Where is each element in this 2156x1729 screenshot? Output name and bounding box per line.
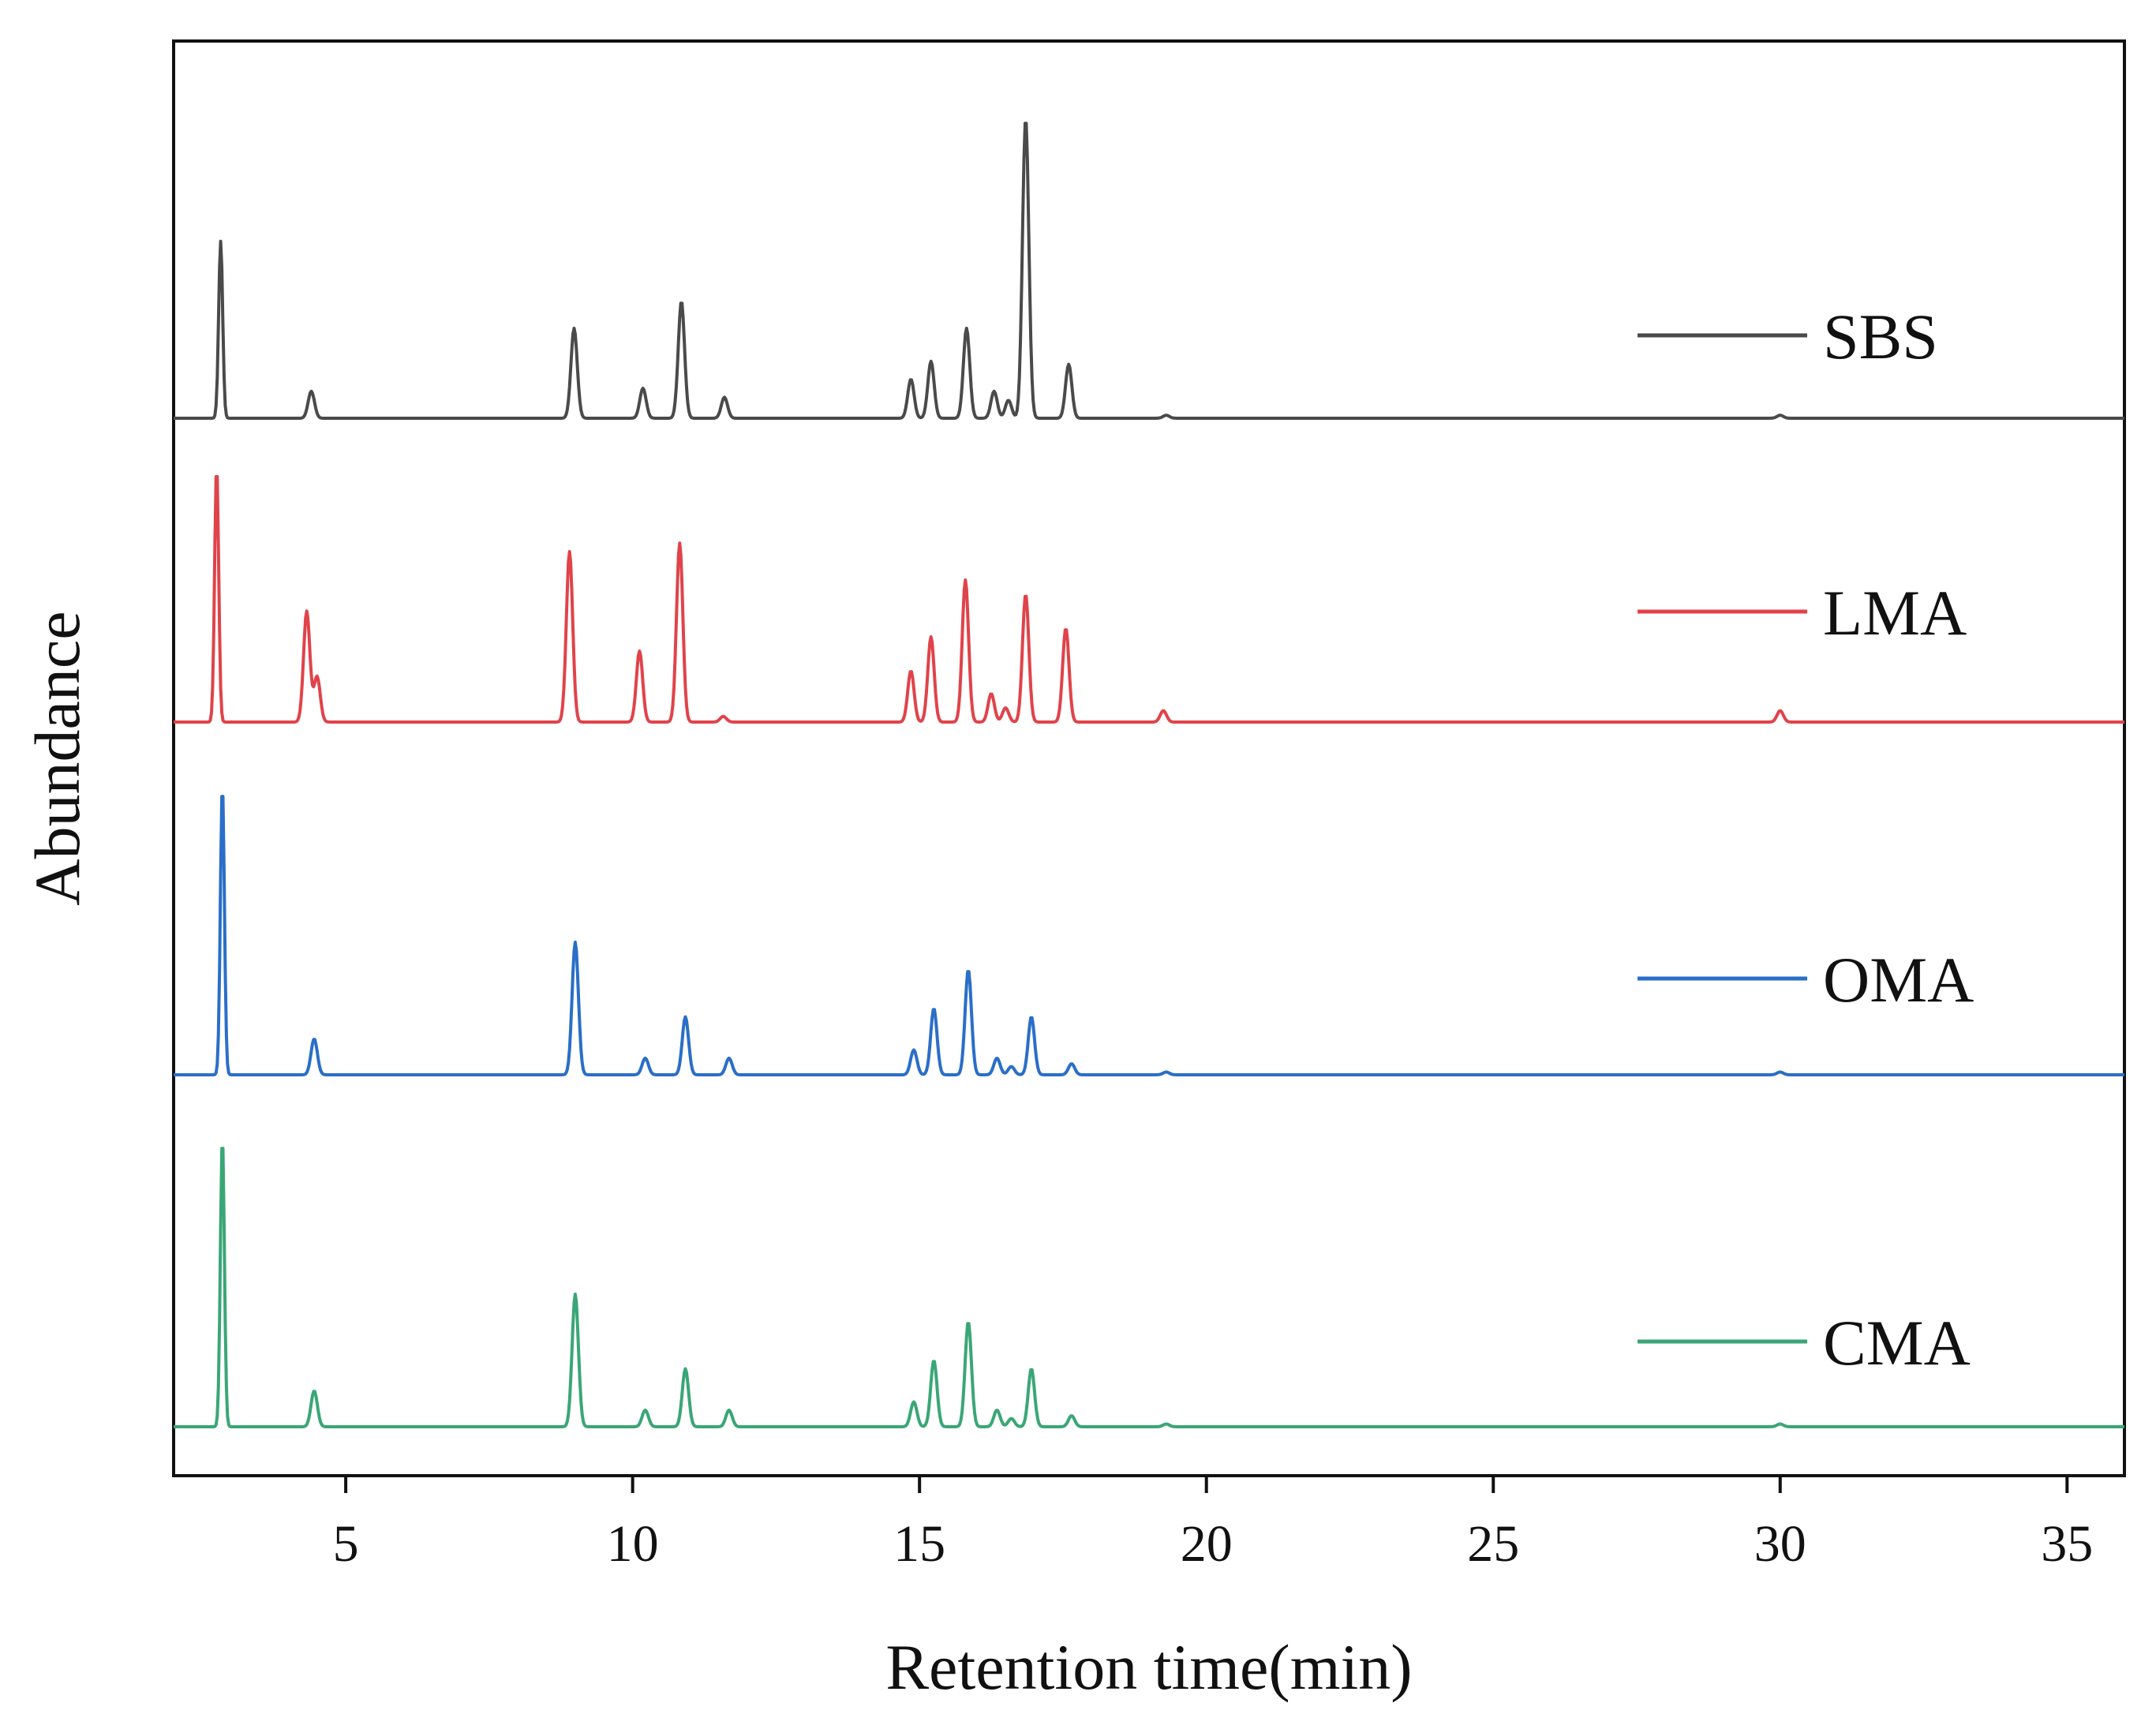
trace-layer	[173, 122, 2125, 1428]
x-tick-label-15: 15	[893, 1515, 945, 1573]
x-tick-label-10: 10	[607, 1515, 659, 1573]
x-tick-label-35: 35	[2041, 1515, 2093, 1573]
legend-label-cma: CMA	[1823, 1307, 1971, 1379]
x-tick-label-25: 25	[1467, 1515, 1519, 1573]
series-sbs	[173, 122, 2125, 420]
legend-label-oma: OMA	[1823, 944, 1974, 1016]
y-axis-label: Abundance	[21, 611, 93, 905]
legend-label-lma: LMA	[1823, 577, 1967, 649]
series-line-cma	[173, 1147, 2125, 1428]
legend: SBS LMA OMA CMA	[1638, 301, 1974, 1379]
legend-item-lma: LMA	[1638, 577, 1967, 649]
series-cma	[173, 1147, 2125, 1428]
series-line-oma	[173, 795, 2125, 1076]
x-tick-label-20: 20	[1181, 1515, 1233, 1573]
x-tick-label-5: 5	[333, 1515, 359, 1573]
x-axis-label: Retention time(min)	[885, 1631, 1412, 1703]
series-line-sbs	[173, 122, 2125, 420]
plot-frame	[172, 39, 2126, 1477]
series-lma	[173, 475, 2125, 724]
legend-label-sbs: SBS	[1823, 301, 1938, 372]
series-line-lma	[173, 475, 2125, 724]
x-tick-label-30: 30	[1754, 1515, 1806, 1573]
legend-item-cma: CMA	[1638, 1307, 1971, 1379]
series-oma	[173, 795, 2125, 1076]
x-axis: 5 10 15 20 25 30 35	[333, 1476, 2093, 1573]
legend-item-sbs: SBS	[1638, 301, 1938, 372]
legend-item-oma: OMA	[1638, 944, 1974, 1016]
